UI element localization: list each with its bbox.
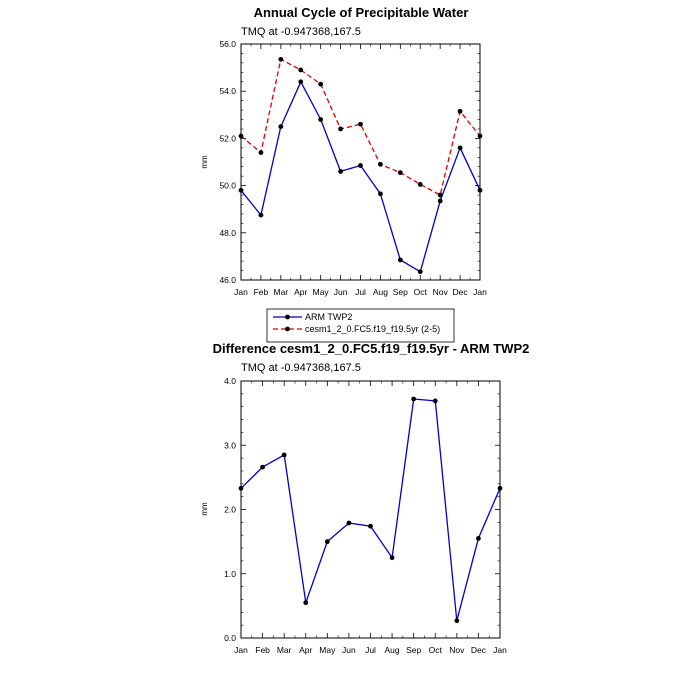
chart1-series-1-point [397, 170, 403, 176]
legend-marker-arm [285, 314, 290, 320]
chart1-series-0-point [298, 79, 304, 85]
chart2-series-0-point [476, 536, 481, 541]
chart1-series-1-point [278, 56, 284, 62]
chart1-xtick-label: Aug [373, 287, 388, 297]
chart2-series-0-point [454, 618, 460, 624]
chart1-ytick-label: 50.0 [219, 181, 236, 191]
chart1-series-1-point [318, 81, 324, 87]
chart1-series-0-point [397, 257, 403, 263]
chart1-xtick-label: Jun [334, 287, 348, 297]
chart1-legend: ARM TWP2 cesm1_2_0.FC5.f19_f19.5yr (2-5) [266, 308, 455, 343]
chart1-series-0-point [437, 198, 443, 204]
chart1-series-1-point [298, 67, 304, 73]
chart1-series-0-point [477, 187, 483, 193]
legend-marker-cesm [285, 326, 290, 332]
chart2-ytick-label: 1.0 [224, 569, 236, 579]
chart1-series-1-line [240, 58, 481, 196]
chart1-series-1-point [477, 133, 483, 139]
chart2-title: Difference cesm1_2_0.FC5.f19_f19.5yr - A… [213, 341, 530, 356]
chart2-series-0-point [281, 452, 287, 458]
chart2-xtick-label: Nov [449, 645, 465, 655]
chart2-xtick-label: Jan [493, 645, 507, 655]
chart2-subtitle: TMQ at -0.947368,167.5 [241, 362, 361, 374]
chart1-series-1-point [417, 182, 423, 187]
chart2-series-0-point [368, 523, 373, 529]
chart1-series-0-point [238, 187, 244, 193]
chart2-xtick-label: Jan [234, 645, 248, 655]
chart2-series-0-point [324, 539, 330, 545]
chart1-series-1-point [258, 150, 264, 155]
chart2-xtick-label: Feb [255, 645, 270, 655]
chart1-xtick-label: Sep [393, 287, 408, 297]
chart1-series-0-point [417, 269, 423, 275]
chart1-series-1-point [378, 161, 383, 167]
chart2-ylabel: mm [200, 502, 209, 516]
chart2-xtick-label: Sep [406, 645, 421, 655]
plot-layer: Jan Feb Mar Apr May Jun Jul Aug Sep Oct Nov Dec Jan 4… [219, 39, 507, 655]
chart1-series-0-point [338, 169, 343, 174]
chart1-series-0-point [318, 117, 324, 122]
chart1-xtick-label: Dec [453, 287, 469, 297]
chart1-xtick-label: Nov [433, 287, 449, 297]
chart1-ylabel: mm [200, 155, 209, 169]
chart1-series-0-point [258, 212, 264, 218]
chart1-xtick-label: Jul [355, 287, 366, 297]
chart2-series-0-point [238, 485, 244, 491]
chart1-series-1-point [338, 126, 343, 132]
chart2-xtick-label: Apr [299, 645, 312, 655]
chart2-series-0-line [240, 398, 501, 622]
chart2-series-0-point [389, 555, 395, 561]
chart1-series-1-point [457, 108, 463, 114]
chart1-series-0-point [457, 145, 463, 151]
chart2-xtick-label: Mar [277, 645, 292, 655]
chart1-series-0-point [278, 124, 284, 129]
chart1-xtick-label: Oct [414, 287, 428, 297]
chart2-series-0-point [432, 398, 438, 404]
chart1-ytick-label: 48.0 [219, 228, 236, 238]
chart1-xtick-label: Mar [274, 287, 289, 297]
chart2-xtick-label: Dec [471, 645, 487, 655]
chart1-xtick-label: Jan [473, 287, 487, 297]
chart2-xtick-label: May [319, 645, 336, 655]
chart2-plot-frame [240, 380, 501, 639]
chart2-ytick-label: 4.0 [224, 376, 236, 386]
chart1-xtick-label: May [313, 287, 330, 297]
chart2-series-0-point [346, 520, 352, 526]
chart2-xtick-label: Jul [365, 645, 376, 655]
chart2-series-0-point [260, 464, 265, 470]
chart2-ytick-label: 2.0 [224, 505, 236, 515]
chart1-series-1-point [437, 192, 443, 198]
chart2-series-0-point [303, 600, 309, 606]
chart1-xtick-label: Jan [234, 287, 248, 297]
chart1-ytick-label: 54.0 [219, 86, 236, 96]
chart1-series-1-point [238, 133, 244, 139]
chart1-series-0-point [378, 191, 383, 197]
chart2-xtick-label: Jun [342, 645, 356, 655]
chart1-ytick-label: 56.0 [219, 39, 236, 49]
chart2-ytick-label: 3.0 [224, 440, 236, 450]
chart1-subtitle: TMQ at -0.947368,167.5 [241, 26, 361, 38]
legend-label-cesm: cesm1_2_0.FC5.f19_f19.5yr (2-5) [305, 324, 440, 334]
chart1-series-0-point [358, 163, 363, 168]
chart1-series-1-point [358, 121, 363, 127]
chart2-series-0-point [497, 485, 503, 491]
chart1-xtick-label: Apr [294, 287, 307, 297]
chart1-xtick-label: Feb [254, 287, 269, 297]
chart1-ytick-label: 52.0 [219, 133, 236, 143]
chart2-series-0-point [411, 396, 417, 402]
chart2-ytick-label: 0.0 [224, 633, 236, 643]
chart1-title: Annual Cycle of Precipitable Water [254, 5, 469, 20]
chart1-ytick-label: 46.0 [219, 275, 236, 285]
legend-box [266, 308, 455, 343]
chart2-xtick-label: Aug [385, 645, 400, 655]
chart2-xtick-label: Oct [429, 645, 443, 655]
legend-label-arm: ARM TWP2 [305, 312, 352, 322]
